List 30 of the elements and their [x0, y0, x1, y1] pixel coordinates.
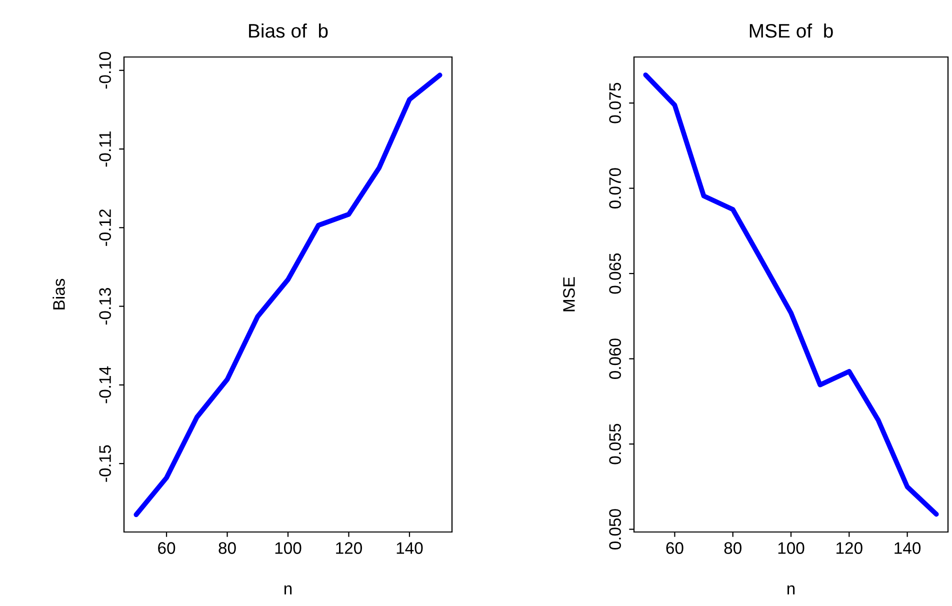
x-tick-label: 140: [894, 542, 921, 554]
chart-title: MSE of b: [750, 23, 833, 38]
y-tick-label: 0.075: [609, 82, 621, 124]
x-tick-label: 60: [666, 542, 684, 554]
x-tick-label: 80: [724, 542, 742, 554]
x-axis-title: n: [284, 585, 292, 594]
x-tick-label: 140: [396, 542, 423, 554]
chart-title: Bias of b: [249, 23, 328, 38]
x-tick-label: 100: [275, 542, 302, 554]
x-tick-label: 120: [336, 542, 362, 554]
y-axis-title: MSE: [563, 277, 575, 312]
y-tick-label: -0.10: [99, 52, 111, 89]
y-tick-label: 0.065: [609, 253, 621, 294]
y-tick-label: 0.060: [609, 338, 621, 379]
y-tick-label: -0.12: [99, 209, 111, 246]
line-series: [134, 72, 442, 518]
y-axis-title: Bias: [52, 278, 65, 310]
y-tick-label: -0.13: [99, 288, 111, 325]
y-tick-label: -0.11: [99, 131, 111, 167]
line-series: [643, 72, 939, 517]
y-tick-label: 0.070: [609, 168, 621, 208]
y-tick-label: 0.055: [609, 424, 621, 464]
x-tick-label: 60: [158, 542, 176, 554]
y-tick-label: -0.14: [99, 366, 111, 404]
x-tick-label: 100: [778, 542, 804, 554]
y-tick-label: 0.050: [609, 509, 621, 550]
x-tick-label: 80: [218, 542, 236, 554]
x-tick-label: 120: [836, 542, 862, 554]
y-tick-label: -0.15: [99, 445, 111, 482]
x-axis-title: n: [787, 585, 795, 594]
